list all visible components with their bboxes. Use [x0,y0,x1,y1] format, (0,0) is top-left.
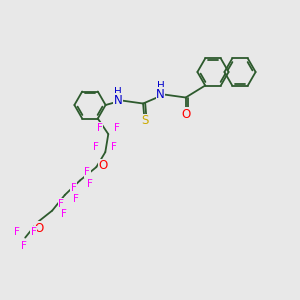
Text: F: F [58,199,64,209]
Text: H: H [157,81,164,91]
Text: N: N [113,94,122,107]
Text: F: F [31,226,37,237]
Text: F: F [71,182,77,193]
Text: O: O [35,221,44,235]
Text: F: F [93,142,99,152]
Text: O: O [181,107,190,121]
Text: F: F [111,142,117,152]
Text: F: F [87,178,93,189]
Text: F: F [84,167,90,177]
Text: S: S [141,114,148,128]
Text: F: F [97,122,103,133]
Text: N: N [156,88,165,101]
Text: F: F [61,209,67,219]
Text: F: F [114,122,120,133]
Text: H: H [114,87,122,97]
Text: F: F [21,241,27,251]
Text: O: O [98,159,107,172]
Text: F: F [14,226,20,237]
Text: F: F [73,194,79,204]
